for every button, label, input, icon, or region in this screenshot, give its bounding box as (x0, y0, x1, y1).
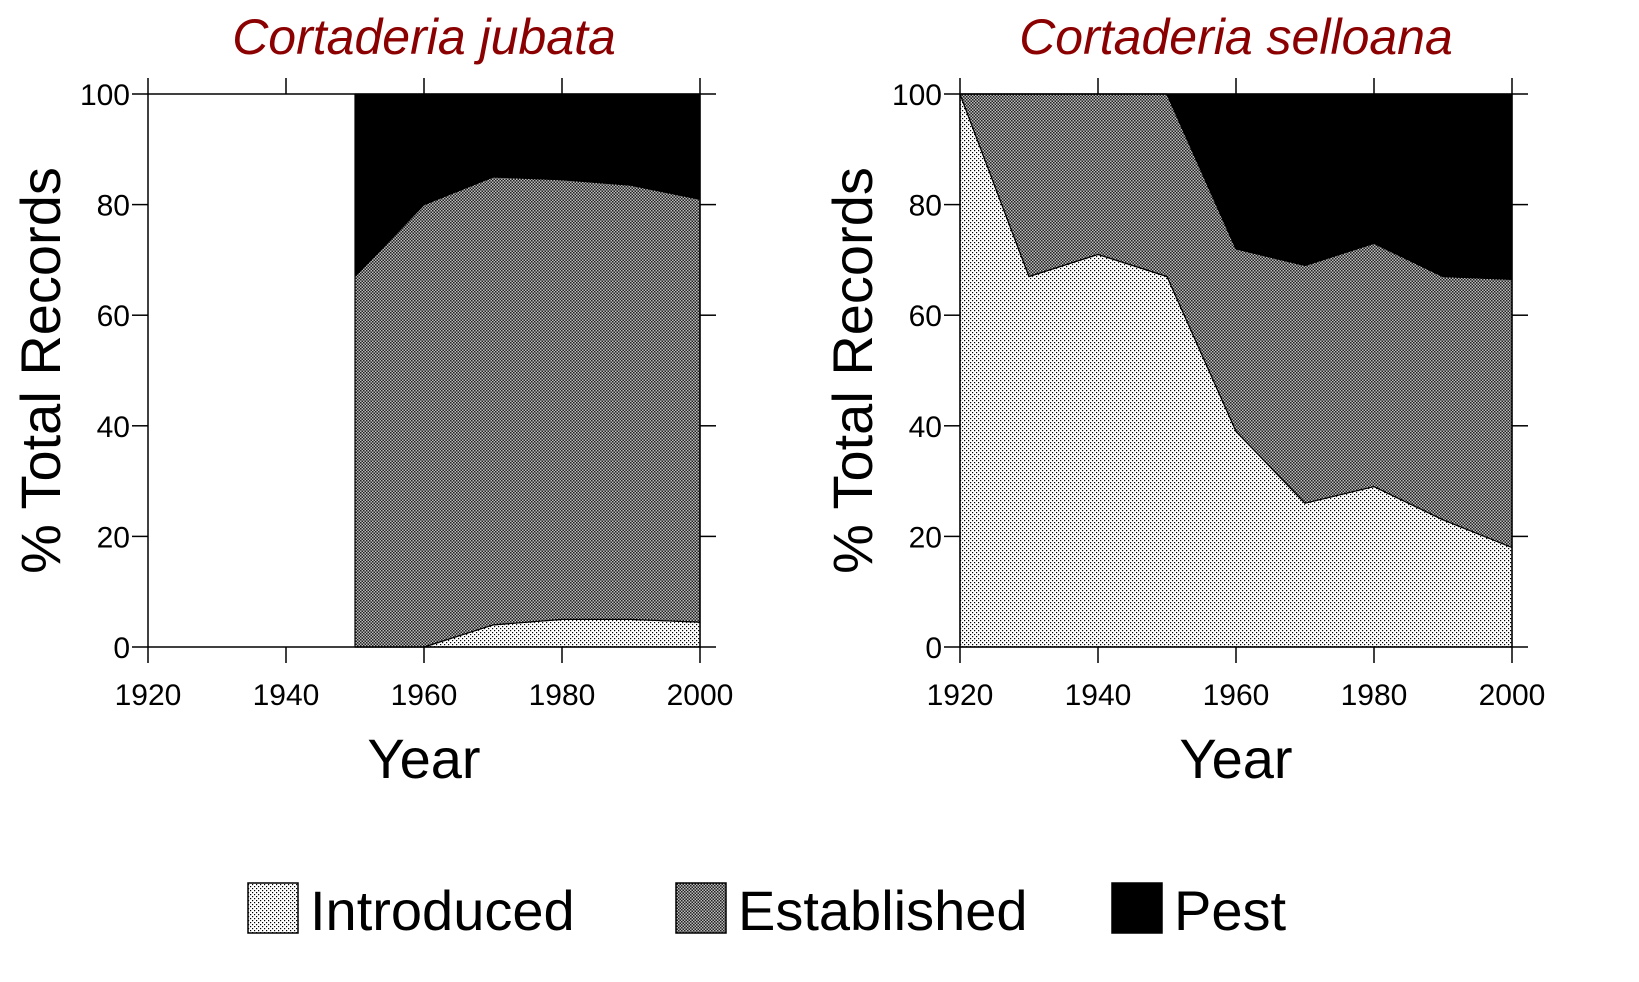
y-tick-label: 80 (97, 190, 130, 223)
x-tick-label: 2000 (1479, 679, 1546, 712)
y-tick-label: 20 (909, 521, 942, 554)
x-axis-label: Year (1179, 727, 1292, 790)
x-tick-label: 1920 (115, 679, 182, 712)
x-tick-label: 1960 (391, 679, 458, 712)
x-axis-label: Year (367, 727, 480, 790)
legend-swatch (1111, 882, 1163, 934)
legend-label: Pest (1174, 879, 1286, 942)
legend-label: Introduced (310, 879, 575, 942)
y-tick-label: 60 (97, 300, 130, 333)
y-tick-label: 0 (113, 632, 130, 665)
area-checker (354, 176, 701, 648)
y-tick-label: 100 (80, 79, 130, 112)
y-tick-label: 80 (909, 190, 942, 223)
y-axis-label: % Total Records (821, 167, 884, 574)
y-tick-label: 40 (909, 411, 942, 444)
x-tick-label: 1940 (253, 679, 320, 712)
legend-swatch (675, 882, 727, 934)
x-tick-label: 1960 (1203, 679, 1270, 712)
legend-swatch (247, 882, 299, 934)
chart-title: Cortaderia jubata (232, 9, 616, 65)
panel: Cortaderia jubata 0 20 40 60 80 100 1920 1940 196… (9, 9, 733, 790)
y-axis-label: % Total Records (9, 167, 72, 574)
panel: Cortaderia selloana 0 20 40 60 80 100 1920 1940 1… (821, 9, 1545, 790)
x-tick-label: 2000 (667, 679, 734, 712)
y-tick-label: 0 (925, 632, 942, 665)
y-tick-label: 60 (909, 300, 942, 333)
legend: Introduced Established Pest (247, 879, 1286, 942)
chart-title: Cortaderia selloana (1019, 9, 1453, 65)
y-tick-label: 100 (892, 79, 942, 112)
x-tick-label: 1980 (529, 679, 596, 712)
x-tick-label: 1980 (1341, 679, 1408, 712)
x-tick-label: 1940 (1065, 679, 1132, 712)
x-tick-label: 1920 (927, 679, 994, 712)
legend-label: Established (738, 879, 1028, 942)
y-tick-label: 20 (97, 521, 130, 554)
y-tick-label: 40 (97, 411, 130, 444)
